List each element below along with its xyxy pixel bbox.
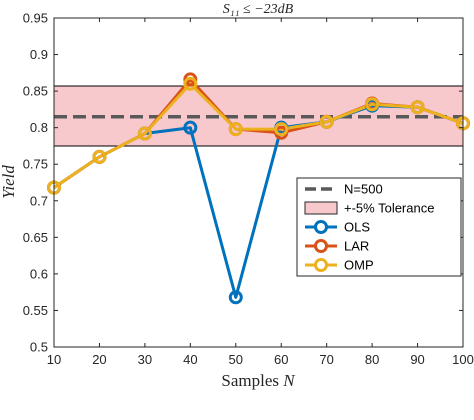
x-tick-label: 10 <box>47 352 61 367</box>
series-marker-omp <box>365 97 380 112</box>
legend-swatch-marker-omp <box>314 258 328 272</box>
y-tick-label: 0.5 <box>30 340 48 355</box>
legend-swatch-marker-ols <box>314 220 328 234</box>
legend-label-ols: OLS <box>344 220 370 235</box>
chart-title: S₁₁ ≤ −23dB <box>223 2 294 17</box>
series-marker-omp <box>410 100 425 115</box>
x-tick-label: 80 <box>365 352 379 367</box>
series-marker-omp <box>319 114 334 129</box>
y-tick-label: 0.75 <box>23 157 48 172</box>
series-line-omp <box>53 82 464 189</box>
x-tick-label: 100 <box>452 352 474 367</box>
y-tick-label: 0.9 <box>30 47 48 62</box>
legend-swatch-marker-lar <box>314 239 328 253</box>
y-axis-label: Yield <box>0 165 18 199</box>
series-marker-lar <box>183 72 198 87</box>
x-tick-label: 20 <box>92 352 106 367</box>
y-tick-label: 0.6 <box>30 266 48 281</box>
legend-label-lar: LAR <box>344 239 369 254</box>
legend: N=500 +-5% Tolerance OLS LAR OMP <box>296 177 462 277</box>
series-marker-omp <box>137 126 152 141</box>
y-tick-label: 0.85 <box>23 84 48 99</box>
x-tick-label: 60 <box>274 352 288 367</box>
series-marker-omp <box>183 76 198 91</box>
y-tick-label: 0.8 <box>30 120 48 135</box>
legend-label-tolerance: +-5% Tolerance <box>344 201 434 216</box>
x-tick-label: 30 <box>138 352 152 367</box>
series-marker-ols <box>183 120 198 135</box>
y-tick-label: 0.7 <box>30 193 48 208</box>
x-tick-label: 40 <box>183 352 197 367</box>
y-tick-label: 0.65 <box>23 230 48 245</box>
series-marker-omp <box>274 122 289 137</box>
series-marker-omp <box>228 122 243 137</box>
x-tick-label: 90 <box>410 352 424 367</box>
legend-swatch-tolerance <box>304 201 338 215</box>
x-tick-label: 50 <box>229 352 243 367</box>
series-marker-ols <box>228 290 243 305</box>
axes-frame <box>53 17 464 348</box>
x-axis-label: Samples N <box>221 371 296 390</box>
series-marker-omp <box>92 149 107 164</box>
x-tick-label: 70 <box>319 352 333 367</box>
y-tick-label: 0.95 <box>23 11 48 26</box>
y-tick-label: 0.55 <box>23 303 48 318</box>
legend-label-omp: OMP <box>344 258 374 273</box>
legend-label-reference: N=500 <box>344 182 383 197</box>
